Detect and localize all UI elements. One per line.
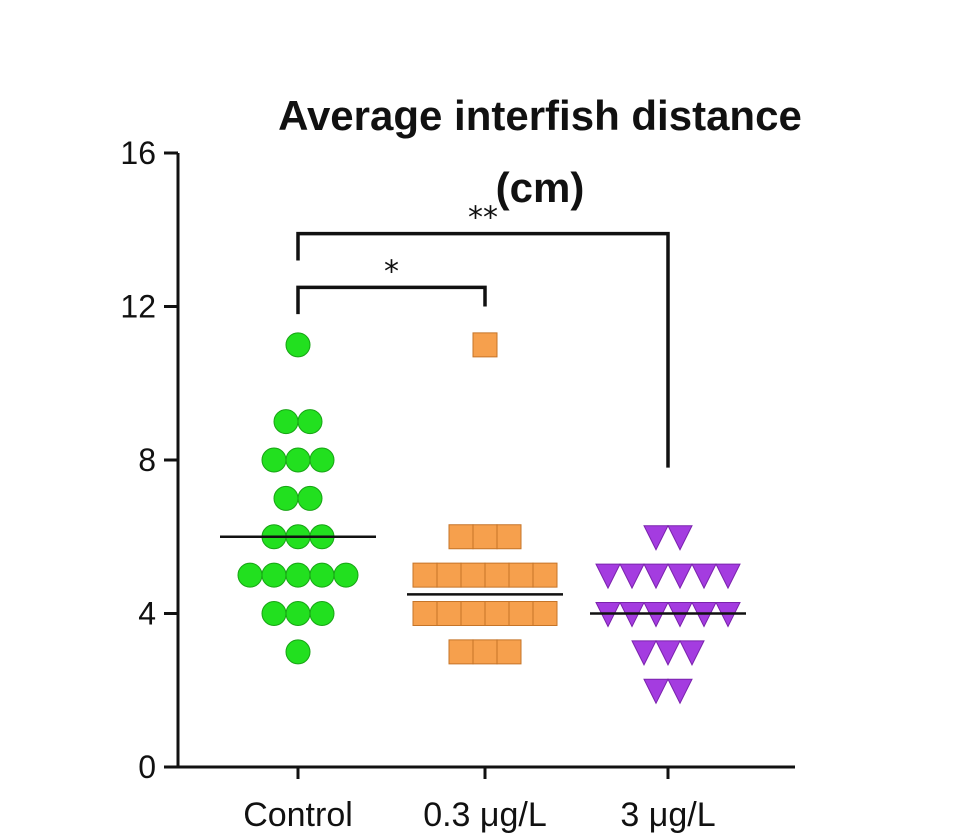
data-point-circle (273, 485, 299, 511)
data-point-square (508, 562, 534, 588)
y-tick-label: 4 (138, 596, 156, 632)
data-point-circle (261, 601, 287, 626)
data-point-triangle (655, 640, 681, 666)
data-point-square (436, 601, 462, 626)
data-point-square (508, 601, 534, 626)
data-point-square (472, 639, 498, 665)
data-point-circle (237, 562, 263, 588)
data-point-circle (285, 562, 311, 588)
data-point-square (436, 562, 462, 588)
data-point-circle (285, 639, 311, 665)
data-point-triangle (667, 563, 693, 590)
data-point-square (532, 601, 558, 626)
data-point-square (460, 562, 486, 588)
chart-title-line-2: (cm) (495, 164, 585, 211)
x-tick-label: 0.3 μg/L (423, 796, 547, 834)
data-point-triangle (691, 563, 717, 590)
data-point-square (472, 524, 498, 550)
data-point-triangle (667, 678, 693, 705)
data-point-triangle (619, 563, 645, 590)
data-point-square (532, 562, 558, 588)
data-point-triangle (679, 640, 705, 666)
data-point-triangle (595, 563, 621, 590)
data-point-triangle (715, 563, 741, 590)
data-point-square (472, 332, 498, 358)
data-point-circle (297, 485, 323, 511)
data-point-circle (261, 447, 287, 473)
data-point-square (448, 639, 474, 665)
data-point-triangle (667, 525, 693, 551)
y-tick-label: 12 (120, 289, 156, 325)
y-tick-label: 8 (138, 442, 156, 478)
data-point-triangle (643, 563, 669, 590)
x-tick-label: Control (243, 796, 353, 834)
data-point-circle (285, 601, 311, 626)
significance-bracket (296, 231, 670, 468)
data-point-circle (309, 447, 335, 473)
data-point-circle (285, 332, 311, 358)
data-point-circle (309, 562, 335, 588)
significance-label: * (384, 254, 399, 289)
significance-label: ** (468, 201, 498, 236)
data-point-circle (309, 601, 335, 626)
data-point-triangle (643, 525, 669, 551)
data-point-triangle (643, 678, 669, 705)
data-point-square (484, 601, 510, 626)
chart-title-line-1: Average interfish distance (278, 92, 802, 139)
data-point-square (448, 524, 474, 550)
data-point-square (496, 639, 522, 665)
data-point-square (484, 562, 510, 588)
data-point-square (412, 562, 438, 588)
data-point-square (496, 524, 522, 550)
x-tick-label: 3 μg/L (620, 796, 715, 834)
data-point-triangle (631, 640, 657, 666)
significance-bracket (296, 285, 487, 315)
data-point-circle (273, 409, 299, 435)
y-tick-label: 0 (138, 749, 156, 785)
data-point-circle (285, 447, 311, 473)
data-point-square (460, 601, 486, 626)
chart-title: Average interfish distance (cm) (190, 80, 890, 224)
y-tick-label: 16 (120, 135, 156, 171)
data-point-circle (261, 562, 287, 588)
data-point-circle (333, 562, 359, 588)
data-point-square (412, 601, 438, 626)
data-point-circle (297, 409, 323, 435)
